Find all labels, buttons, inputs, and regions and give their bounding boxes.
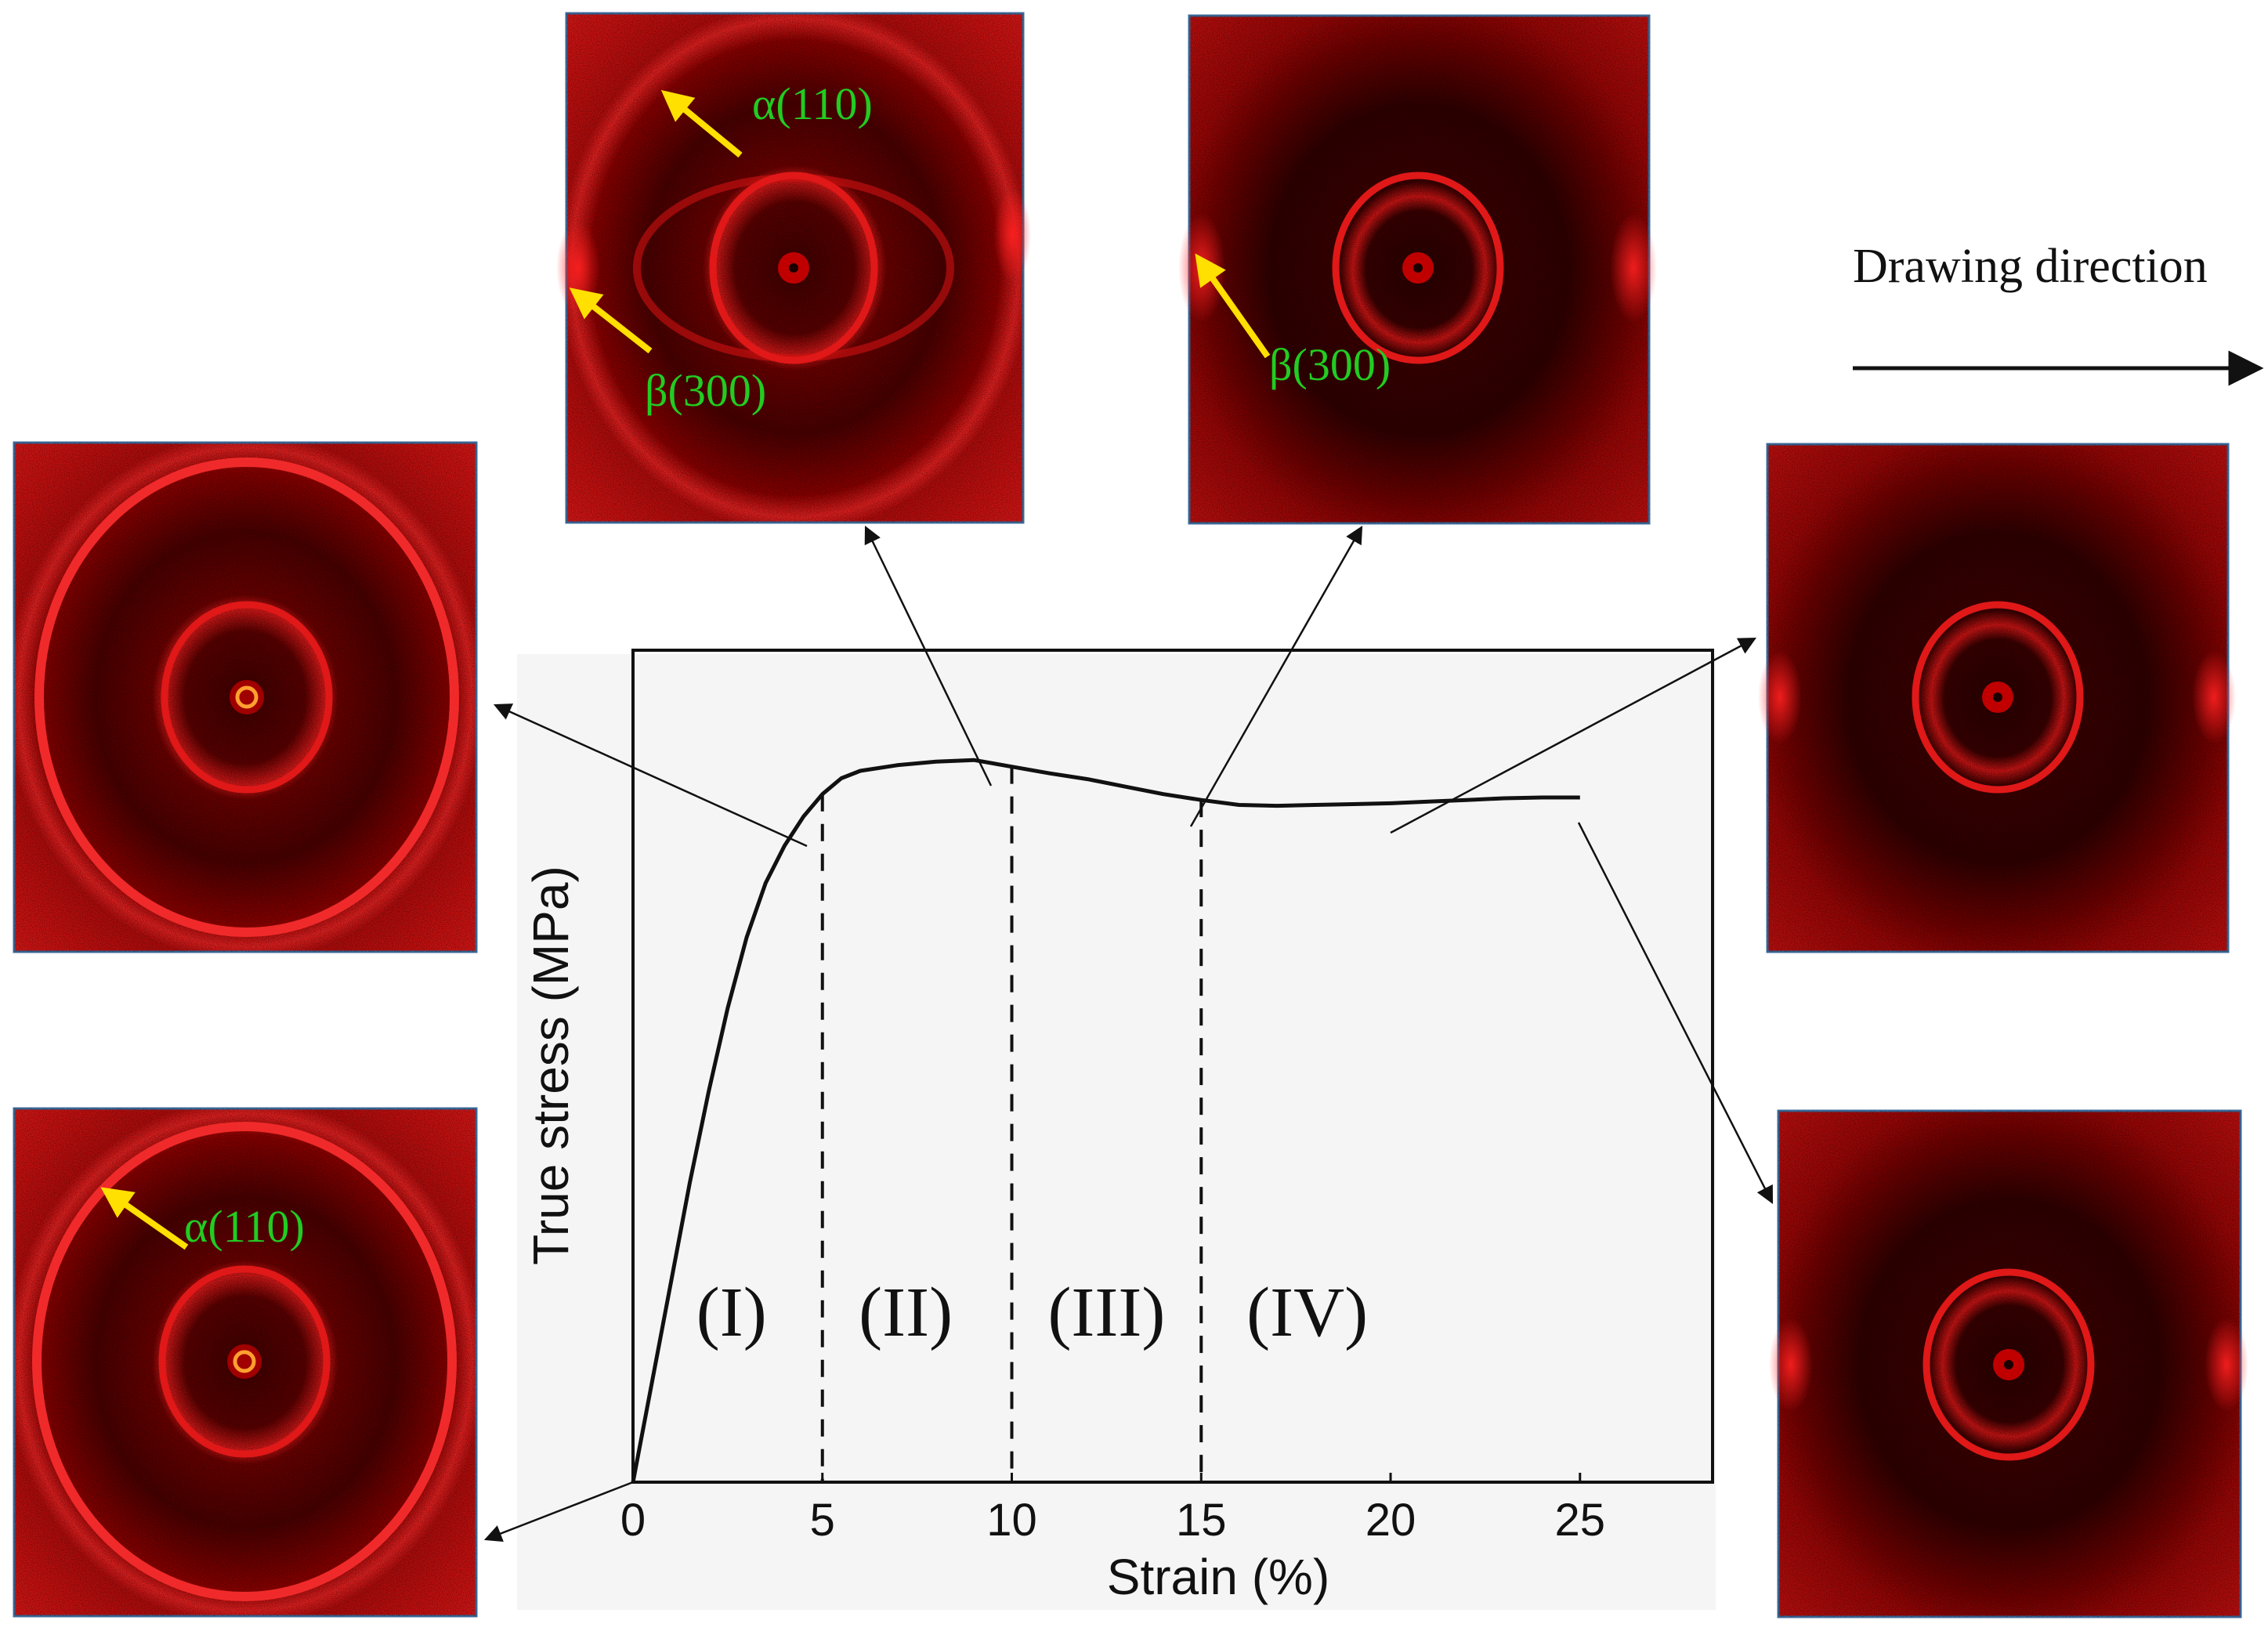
region-label: (III) [1047, 1274, 1165, 1351]
saxs-pattern-strain-0 [13, 1107, 478, 1618]
x-tick-label: 10 [986, 1495, 1037, 1546]
alpha-arrow-bottom [100, 1187, 189, 1250]
connector-strain-10 [864, 525, 993, 787]
y-axis-label: True stress (MPa) [523, 866, 579, 1265]
alpha-arrow-top [660, 89, 743, 158]
beta-label-top-left: β(300) [645, 365, 766, 416]
stress-strain-plot: 0 5 10 15 20 25 (I) (II) (III) (IV) Strain (%) T… [517, 649, 1716, 1610]
x-axis-ticks: 0 5 10 15 20 25 [620, 1473, 1605, 1546]
connector-strain-20 [1390, 637, 1756, 834]
x-tick-label: 0 [620, 1495, 646, 1546]
region-dividers [820, 766, 1203, 1482]
region-label: (IV) [1246, 1274, 1368, 1351]
region-label: (II) [859, 1274, 953, 1351]
saxs-pattern-strain-10 [556, 12, 1031, 524]
region-labels: (I) (II) (III) (IV) [696, 1274, 1368, 1351]
connector-arrows [483, 525, 1774, 1542]
plot-background [517, 654, 1716, 1610]
connector-strain-0 [483, 1481, 634, 1542]
saxs-pattern-strain-5 [13, 441, 478, 953]
stress-strain-curve [631, 758, 1580, 1483]
saxs-pattern-strain-15 [1178, 14, 1657, 525]
saxs-pattern-strain-20 [1758, 443, 2236, 953]
drawing-direction: Drawing direction [1853, 240, 2264, 386]
plot-frame [631, 649, 1714, 1484]
x-tick-label: 25 [1555, 1495, 1606, 1546]
drawing-direction-label: Drawing direction [1853, 240, 2208, 293]
beta-arrow-top-left [569, 288, 653, 354]
peak-annotations: α(110) β(300) β(300) α(110) [100, 78, 1391, 1252]
alpha-label-top: α(110) [752, 78, 873, 129]
x-axis-label: Strain (%) [1107, 1549, 1330, 1605]
x-tick-label: 20 [1366, 1495, 1416, 1546]
connector-strain-25 [1577, 822, 1774, 1205]
beta-arrow-top-right [1195, 253, 1271, 359]
x-tick-label: 15 [1176, 1495, 1227, 1546]
connector-strain-5 [493, 703, 808, 848]
saxs-pattern-strain-25 [1769, 1109, 2248, 1618]
x-tick-label: 5 [810, 1495, 835, 1546]
beta-label-top-right: β(300) [1269, 339, 1391, 390]
connector-strain-15 [1189, 526, 1363, 827]
region-label: (I) [696, 1274, 767, 1351]
alpha-label-bottom: α(110) [184, 1201, 305, 1252]
